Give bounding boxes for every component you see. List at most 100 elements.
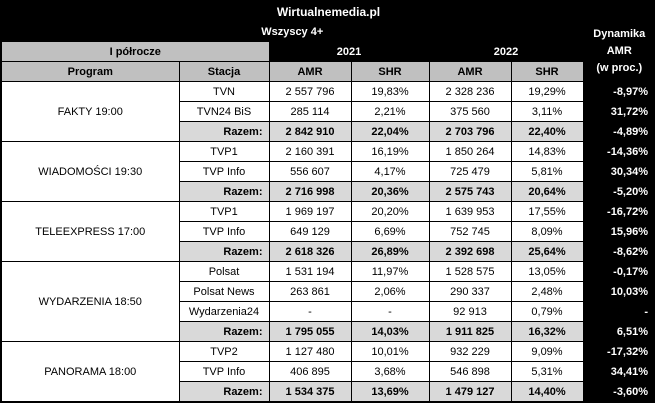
amr-2022-cell: 2 392 698 [428,241,512,262]
amr-2021-cell: 263 861 [268,281,352,302]
dynamics-cell: - [582,301,655,322]
source-title: Wirtualnemedia.pl [0,0,655,22]
table-body: FAKTY 19:00 TVN 2 557 796 19,83% 2 328 236 19… [0,81,655,403]
total-row: Razem: 1 795 055 14,03% 1 911 825 16,32% 6,51… [1,321,655,342]
dynamics-cell: -8,97% [582,81,655,102]
amr-2021-cell: 1 795 055 [268,321,352,342]
program-cell: PANORAMA 18:00 [0,341,180,403]
shr-2021-cell: 2,21% [350,101,430,122]
amr-2022-cell: 375 560 [428,101,512,122]
total-label-cell: Razem: [178,321,270,342]
program-cell: TELEEXPRESS 17:00 [0,201,180,262]
station-cell: TVP Info [178,161,270,182]
amr-2021-cell: 1 531 194 [268,261,352,282]
shr-2022-cell: 9,09% [510,341,584,362]
station-cell: Polsat News [178,281,270,302]
dynamics-cell: 34,41% [582,361,655,382]
shr-2021-cell: 10,01% [350,341,430,362]
dynamics-cell: -16,72% [582,201,655,222]
amr-2022-cell: 546 898 [428,361,512,382]
station-row: TELEEXPRESS 17:00 TVP1 1 969 197 20,20% 1 63… [0,201,655,262]
col-header-shr-2022: SHR [510,61,584,82]
shr-2021-cell: 13,69% [350,381,430,403]
total-row: Razem: 2 716 998 20,36% 2 575 743 20,64% -5,2… [1,181,655,202]
station-cell: Wydarzenia24 [178,301,270,322]
amr-2022-cell: 725 479 [428,161,512,182]
shr-2022-cell: 20,64% [510,181,584,202]
shr-2021-cell: 16,19% [350,141,430,162]
shr-2021-cell: 26,89% [350,241,430,262]
demographic-row: Wszyscy 4+ Dynamika AMR (w proc.) [0,21,655,82]
station-cell: Polsat [178,261,270,282]
shr-2022-cell: 5,81% [510,161,584,182]
shr-2021-cell: 14,03% [350,321,430,342]
period-years-row: I półrocze 2021 2022 [0,41,655,62]
dynamics-cell: -17,32% [582,341,655,362]
shr-2022-cell: 16,32% [510,321,584,342]
amr-2022-cell: 1 528 575 [428,261,512,282]
program-cell: WIADOMOŚCI 19:30 [0,141,180,202]
total-label-cell: Razem: [178,181,270,202]
amr-2021-cell: 1 969 197 [268,201,352,222]
shr-2022-cell: 25,64% [510,241,584,262]
year-2022-header: 2022 [428,41,584,62]
year-2021-header: 2021 [268,41,430,62]
dynamics-cell: -4,89% [582,121,655,142]
shr-2021-cell: 11,97% [350,261,430,282]
shr-2021-cell: 4,17% [350,161,430,182]
dynamics-column-header: Dynamika AMR (w proc.) [582,21,655,82]
station-cell: TVP1 [178,141,270,162]
dynamics-cell: 15,96% [582,221,655,242]
title-row: Wirtualnemedia.pl [0,0,655,22]
shr-2022-cell: 17,55% [510,201,584,222]
shr-2021-cell: 3,68% [350,361,430,382]
amr-2021-cell: 2 557 796 [268,81,352,102]
dynamics-cell: -3,60% [582,381,655,403]
amr-2021-cell: 285 114 [268,101,352,122]
station-cell: TVP Info [178,361,270,382]
amr-2022-cell: 1 639 953 [428,201,512,222]
amr-2021-cell: - [268,301,352,322]
col-header-amr-2022: AMR [428,61,512,82]
station-row: TVN24 BiS 285 114 2,21% 375 560 3,11% 31,72% [1,101,655,122]
shr-2021-cell: 6,69% [350,221,430,242]
total-row: Razem: 2 842 910 22,04% 2 703 796 22,40% -4,8… [1,121,655,142]
amr-2022-cell: 290 337 [428,281,512,302]
demographic-header: Wszyscy 4+ [0,21,584,42]
amr-2021-cell: 406 895 [268,361,352,382]
shr-2021-cell: 2,06% [350,281,430,302]
dynamics-cell: -5,20% [582,181,655,202]
total-row: Razem: 1 534 375 13,69% 1 479 127 14,40% -3,6… [1,381,655,403]
shr-2022-cell: 22,40% [510,121,584,142]
total-row: Razem: 2 618 326 26,89% 2 392 698 25,64% -8,6… [1,241,655,262]
station-row: WYDARZENIA 18:50 Polsat 1 531 194 11,97% 1 5… [0,261,655,342]
amr-2022-cell: 92 913 [428,301,512,322]
amr-2022-cell: 2 703 796 [428,121,512,142]
dynamics-cell: 6,51% [582,321,655,342]
dynamics-line-1: Dynamika [593,27,646,40]
amr-2021-cell: 2 842 910 [268,121,352,142]
station-row: TVP Info 406 895 3,68% 546 898 5,31% 34,41% [1,361,655,382]
amr-2022-cell: 1 850 264 [428,141,512,162]
station-row: TVP Info 649 129 6,69% 752 745 8,09% 15,96% [1,221,655,242]
station-cell: TVN24 BiS [178,101,270,122]
dynamics-cell: -0,17% [582,261,655,282]
shr-2022-cell: 14,83% [510,141,584,162]
station-row: FAKTY 19:00 TVN 2 557 796 19,83% 2 328 236 19… [0,81,655,142]
station-cell: TVP Info [178,221,270,242]
dynamics-cell: 30,34% [582,161,655,182]
station-row: WIADOMOŚCI 19:30 TVP1 2 160 391 16,19% 1 850… [0,141,655,202]
station-cell: TVP1 [178,201,270,222]
dynamics-cell: -8,62% [582,241,655,262]
shr-2021-cell: 19,83% [350,81,430,102]
shr-2022-cell: 8,09% [510,221,584,242]
station-cell: TVP2 [178,341,270,362]
station-row: Wydarzenia24- -92 913 0,79% - [1,301,655,322]
program-cell: FAKTY 19:00 [0,81,180,142]
amr-2021-cell: 556 607 [268,161,352,182]
total-label-cell: Razem: [178,241,270,262]
amr-2021-cell: 649 129 [268,221,352,242]
dynamics-cell: 10,03% [582,281,655,302]
